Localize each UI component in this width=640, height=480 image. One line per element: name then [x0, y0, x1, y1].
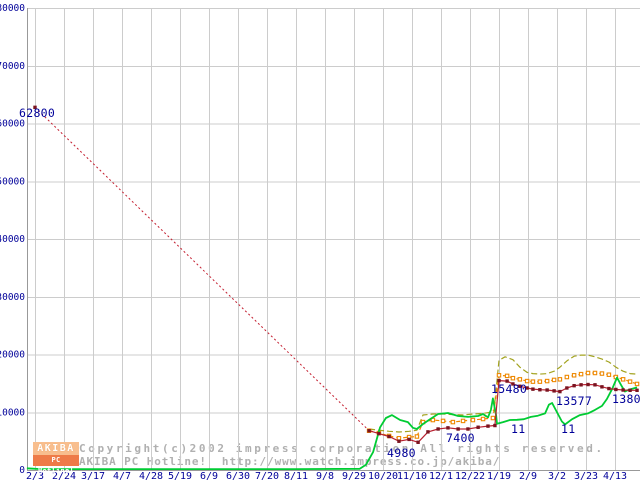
x-tick-label: 9/29 — [342, 471, 366, 480]
x-tick-label: 11/10 — [397, 471, 427, 480]
x-tick-label: 6/30 — [226, 471, 250, 480]
y-tick-label: 80000 — [0, 3, 25, 14]
x-tick-label: 6/9 — [200, 471, 218, 480]
y-tick-label: 10000 — [0, 407, 25, 418]
x-tick-label: 9/8 — [316, 471, 334, 480]
x-tick-label: 3/2 — [548, 471, 566, 480]
x-tick-label: 7/20 — [255, 471, 279, 480]
x-tick-label: 4/13 — [603, 471, 627, 480]
x-tick-label: 1/19 — [487, 471, 511, 480]
markers-red-solid — [367, 378, 639, 444]
x-tick-label: 4/28 — [139, 471, 163, 480]
y-tick-label: 30000 — [0, 292, 25, 303]
value-label-13800: 13800 — [612, 392, 640, 406]
y-tick-labels: 0 10000 20000 30000 40000 50000 60000 70000 8000… — [0, 3, 25, 476]
markers-orange-dashed — [366, 370, 640, 441]
akiba-pc-hotline-logo: AKIBA PC Hotline! — [33, 442, 79, 475]
x-tick-label: 4/7 — [113, 471, 131, 480]
value-label-4980: 4980 — [387, 446, 416, 460]
x-tick-label: 12/22 — [455, 471, 485, 480]
series-green-solid — [26, 376, 638, 471]
axes — [27, 8, 640, 471]
logo-subtitle: PC Hotline! — [33, 455, 79, 475]
value-label-7400: 7400 — [446, 431, 475, 445]
logo-title: AKIBA — [33, 442, 79, 455]
x-tick-label: 3/17 — [81, 471, 105, 480]
x-tick-label: 2/24 — [52, 471, 76, 480]
x-tick-label: 10/20 — [368, 471, 398, 480]
y-tick-label: 20000 — [0, 350, 25, 361]
value-label-11: 11 — [561, 422, 575, 436]
y-tick-label: 0 — [19, 465, 25, 476]
x-tick-label: 3/23 — [574, 471, 598, 480]
x-tick-label: 8/11 — [284, 471, 308, 480]
value-label-15480: 15480 — [491, 382, 527, 396]
series-red-dotted-gap — [34, 106, 370, 432]
y-tick-label: 70000 — [0, 61, 25, 72]
chart-annotations: 62800 4980 7400 15480 11 13577 11 13800 — [19, 106, 640, 460]
x-tick-label: 5/19 — [168, 471, 192, 480]
gridlines — [27, 8, 640, 470]
y-tick-label: 40000 — [0, 234, 25, 245]
value-label-13577: 13577 — [556, 394, 592, 408]
x-tick-label: 2/3 — [26, 471, 44, 480]
value-label-11: 11 — [511, 422, 525, 436]
y-tick-label: 50000 — [0, 176, 25, 187]
site-url-watermark-line2: AKIBA PC Hotline! http://www.watch.impre… — [79, 455, 501, 468]
x-tick-labels: 2/3 2/24 3/17 4/7 4/28 5/19 6/9 6/30 7/20 8/11 9/8… — [26, 471, 627, 480]
y-tick-label: 60000 — [0, 119, 25, 130]
value-label-62800: 62800 — [19, 106, 55, 120]
x-tick-label: 12/1 — [429, 471, 453, 480]
x-tick-label: 2/9 — [519, 471, 537, 480]
